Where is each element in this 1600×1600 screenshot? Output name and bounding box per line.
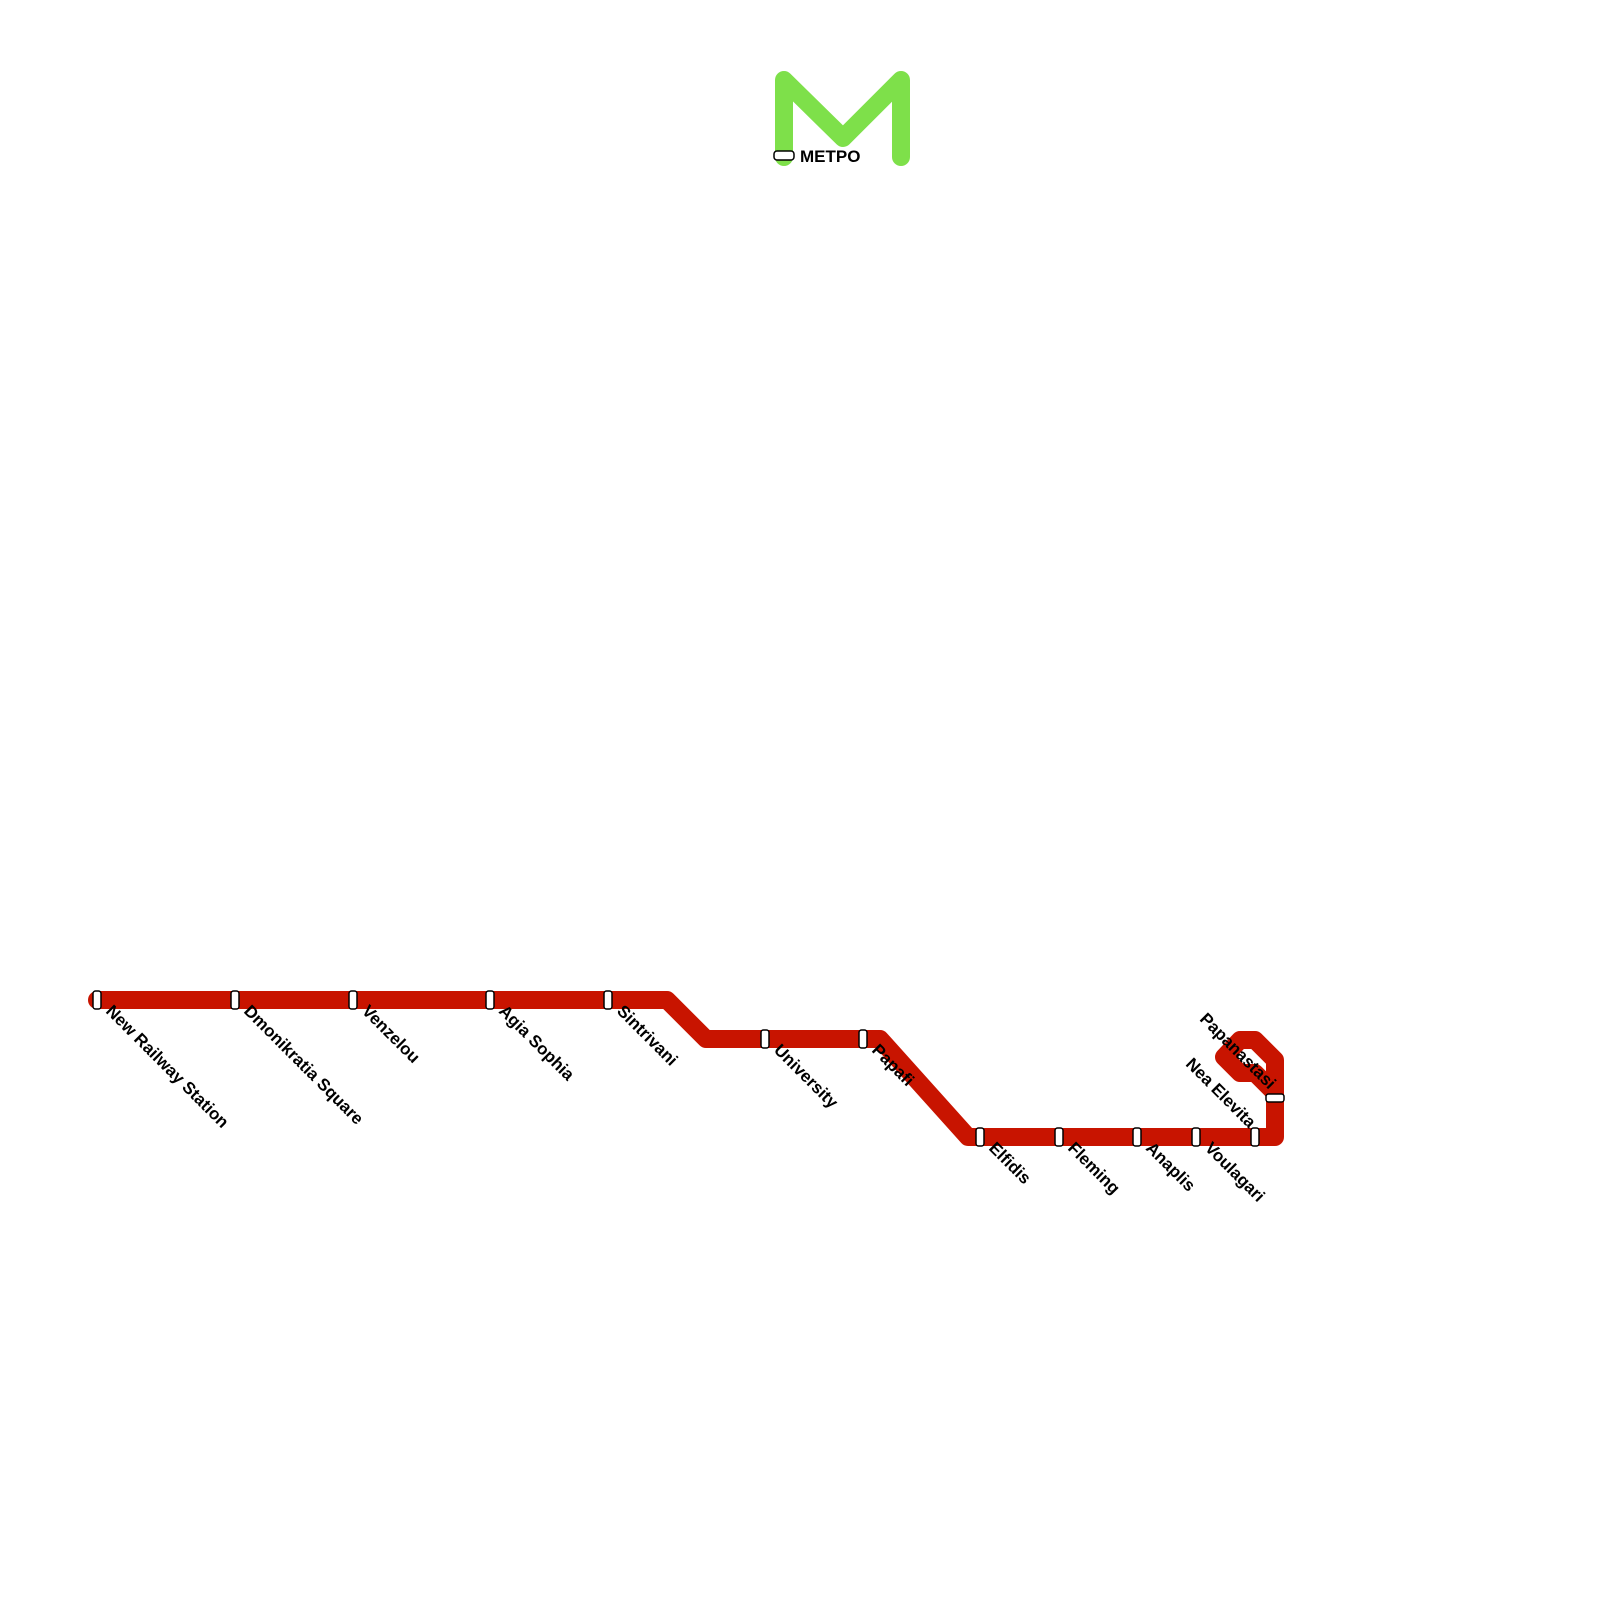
green-line-logo — [775, 71, 910, 166]
station-marker[interactable] — [1191, 1127, 1201, 1147]
station-marker[interactable] — [1054, 1127, 1064, 1147]
station-marker[interactable] — [92, 990, 102, 1010]
station-marker[interactable] — [603, 990, 613, 1010]
station-label: Voulagari — [1201, 1138, 1268, 1205]
station-marker[interactable] — [230, 990, 240, 1010]
station-label: Anaplis — [1142, 1138, 1199, 1195]
station-marker[interactable] — [1132, 1127, 1142, 1147]
station-marker[interactable] — [858, 1029, 868, 1049]
station-marker[interactable] — [1250, 1127, 1260, 1147]
station-marker[interactable] — [485, 990, 495, 1010]
station-marker[interactable] — [348, 990, 358, 1010]
station-marker[interactable] — [1265, 1093, 1285, 1103]
station-label: Fleming — [1064, 1138, 1124, 1198]
station-marker[interactable] — [760, 1029, 770, 1049]
station-label: New Railway Station — [102, 1001, 232, 1131]
red-line — [88, 991, 1284, 1146]
station-label: Agia Sophia — [495, 1001, 578, 1084]
station-label: Dmonikratia Square — [240, 1001, 367, 1128]
station-label: Venzelou — [358, 1001, 424, 1067]
station-marker[interactable] — [975, 1127, 985, 1147]
station-label: University — [770, 1040, 842, 1112]
legend-label: METPO — [800, 147, 860, 166]
legend-station-marker — [773, 150, 795, 161]
